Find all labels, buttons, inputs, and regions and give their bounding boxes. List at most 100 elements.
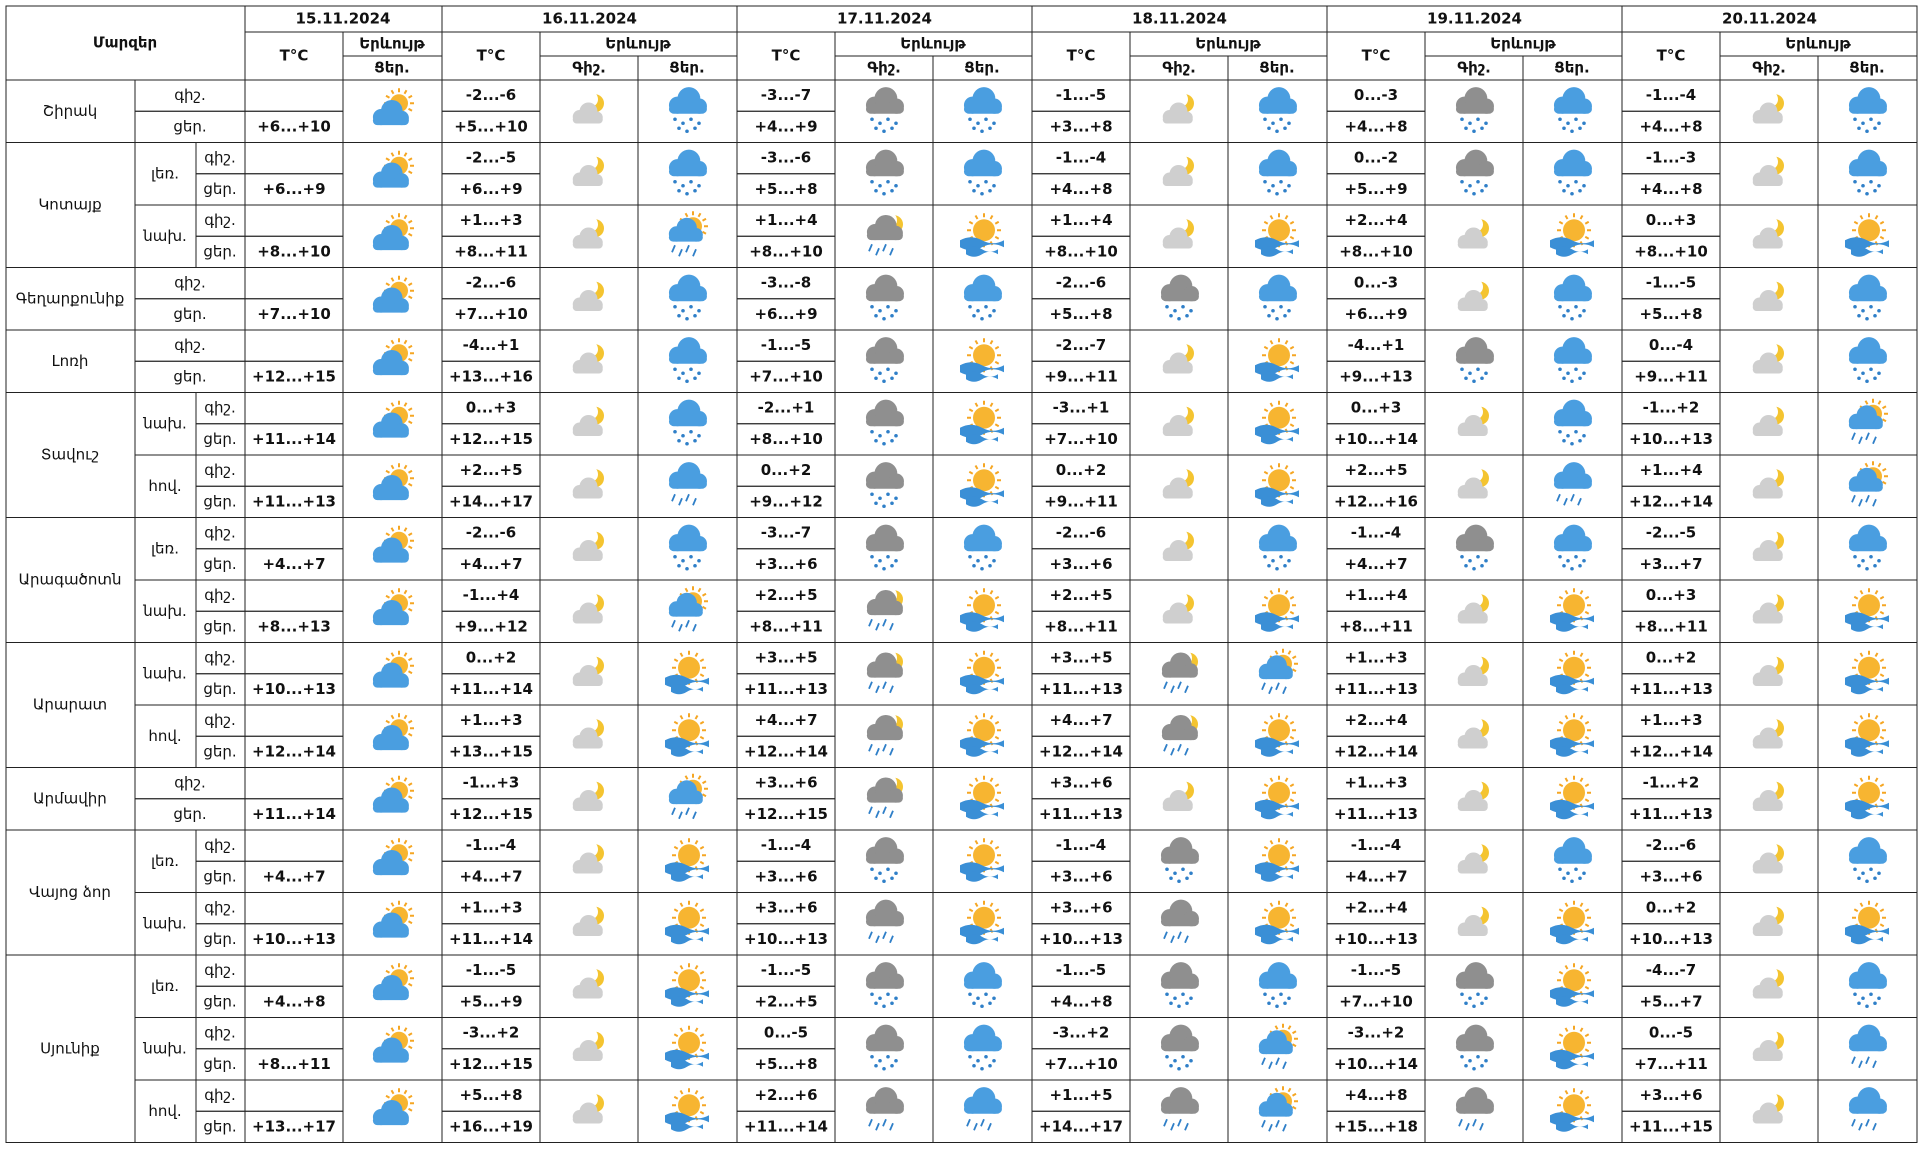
sun-ray: [1564, 590, 1569, 595]
cloud-part: [865, 854, 904, 864]
temperature: +1...+4: [1639, 461, 1702, 479]
temperature: +1...+4: [1049, 211, 1112, 229]
sun-ray: [1269, 340, 1274, 345]
cloud-part: [865, 291, 904, 302]
snowflake: [886, 867, 890, 872]
snowflake: [870, 367, 874, 372]
cloud-part: [1553, 354, 1592, 364]
sun-ray: [408, 982, 413, 987]
sun-ray: [408, 782, 413, 787]
snowflake: [992, 1058, 996, 1063]
temperature: +8...+11: [454, 242, 528, 260]
temperature: +11...+13: [1039, 680, 1123, 698]
snowflake: [1283, 126, 1287, 131]
snowflake: [1869, 554, 1873, 559]
snowflake: [697, 183, 701, 188]
date: 17.11.2024: [837, 10, 932, 28]
sun-ray: [994, 345, 1000, 350]
temperature: -1...-5: [466, 961, 516, 979]
weather-icon: [865, 962, 904, 1009]
haze: [1556, 621, 1588, 632]
temperature: +2...+4: [1344, 899, 1407, 917]
cloud-part: [372, 991, 409, 1001]
temperature: +13...+16: [449, 367, 533, 385]
raindrop: [1163, 1118, 1168, 1127]
haze: [665, 1112, 709, 1126]
sun-ray: [408, 219, 413, 224]
temperature: +2...+5: [754, 586, 817, 604]
cloud-part: [668, 479, 707, 489]
snowflake: [886, 117, 890, 122]
raindrop: [678, 623, 683, 632]
weather-icon: [866, 712, 903, 756]
sun-ray: [994, 360, 1000, 365]
cloud-part: [572, 991, 603, 999]
weather-icon: [1553, 399, 1592, 446]
temperature: +8...+10: [1634, 242, 1708, 260]
weather-icon: [1457, 466, 1489, 499]
night-header: Գիշ.: [867, 59, 901, 77]
cloud-part: [1553, 166, 1592, 177]
haze: [1851, 684, 1883, 695]
weather-icon: [1848, 274, 1887, 321]
snowflake: [1480, 1063, 1484, 1068]
region-header: Մարզեր: [93, 34, 157, 52]
weather-icon: [668, 337, 707, 384]
weather-icon: [1258, 274, 1297, 321]
snowflake: [968, 554, 972, 559]
snowflake: [1169, 876, 1173, 881]
night-label: գիշ.: [204, 461, 236, 479]
weather-icon: [665, 1025, 709, 1070]
sun-ray: [1882, 480, 1887, 485]
sun-ray: [408, 545, 413, 550]
weather-icon: [1162, 466, 1194, 499]
sun: [973, 219, 995, 242]
sun-ray: [994, 595, 1000, 600]
snowflake: [1873, 376, 1877, 381]
weather-icon: [668, 462, 707, 506]
day-label: ցեր.: [203, 1117, 236, 1135]
sun-ray: [679, 840, 684, 845]
snowflake: [1853, 992, 1857, 997]
snowflake: [1173, 871, 1177, 876]
cloud-part: [866, 793, 903, 803]
snowflake: [1582, 871, 1586, 876]
snowflake: [890, 501, 894, 506]
snowflake: [1173, 308, 1177, 313]
day-label: ցեր.: [203, 867, 236, 885]
temperature: +4...+8: [1639, 180, 1702, 198]
sun-ray: [989, 215, 994, 220]
night-label: գիշ.: [204, 1086, 236, 1104]
snowflake: [1582, 121, 1586, 126]
sun-ray: [390, 714, 395, 720]
cloud-part: [572, 678, 603, 686]
snowflake: [890, 438, 894, 443]
haze: [1556, 746, 1588, 757]
temperature: +9...+12: [749, 492, 823, 510]
weather-icon: [960, 900, 1004, 945]
snowflake: [1861, 871, 1865, 876]
snowflake: [1476, 117, 1480, 122]
cloud-part: [372, 741, 409, 751]
snowflake: [878, 371, 882, 376]
weather-icon: [1457, 841, 1489, 874]
haze: [1550, 612, 1594, 626]
sun-ray: [989, 652, 994, 657]
temperature: +14...+17: [449, 492, 533, 510]
sun-ray: [699, 908, 705, 913]
temperature: +6...+9: [459, 180, 522, 198]
haze: [966, 871, 998, 882]
sun-ray: [390, 89, 395, 95]
weather-icon: [572, 403, 604, 436]
snowflake: [1271, 121, 1275, 126]
night-label: գիշ.: [204, 649, 236, 667]
cloud-part: [1457, 491, 1488, 499]
snowflake: [1484, 371, 1488, 376]
cloud-part: [572, 303, 603, 311]
weather-icon: [960, 650, 1004, 695]
temperature: +3...+5: [1049, 649, 1112, 667]
temperature: -2...+1: [758, 399, 815, 417]
night-label: գիշ.: [174, 274, 206, 292]
snowflake: [886, 367, 890, 372]
sun: [1563, 219, 1585, 242]
